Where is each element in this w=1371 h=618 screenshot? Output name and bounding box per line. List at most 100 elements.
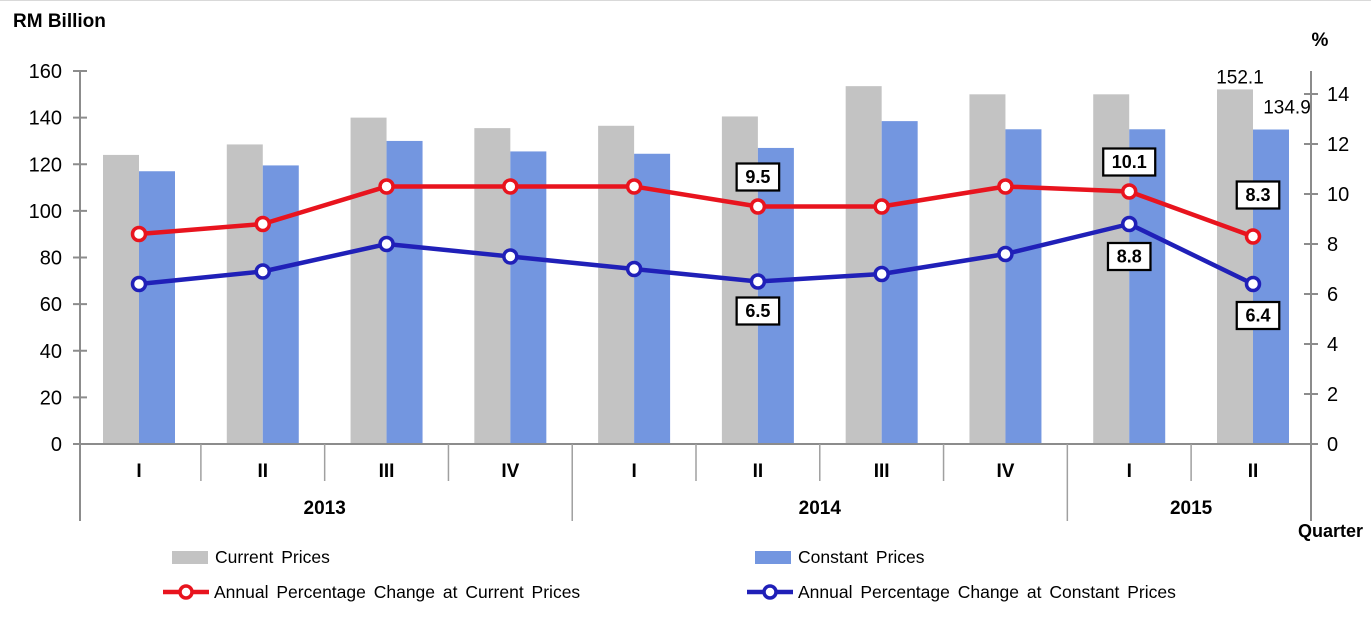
data-label-box bbox=[1235, 300, 1281, 331]
x-tick-label-year: 2013 bbox=[304, 498, 346, 519]
bar-value-label: 152.1 bbox=[1216, 67, 1264, 88]
bar-constant-prices bbox=[881, 121, 918, 444]
marker-annual-current bbox=[130, 225, 148, 243]
left-axis-tick-label: 80 bbox=[40, 248, 62, 270]
marker-annual-constant bbox=[254, 263, 272, 280]
marker-annual-current bbox=[254, 215, 272, 233]
marker-annual-current bbox=[997, 178, 1014, 195]
legend-marker-circle bbox=[762, 584, 778, 600]
x-tick-label-quarter: IV bbox=[501, 461, 519, 482]
legend-label-constant-prices: Constant Prices bbox=[798, 546, 925, 567]
bar-constant-prices bbox=[1005, 129, 1042, 444]
data-label-box bbox=[735, 162, 781, 192]
x-tick-label-quarter: III bbox=[874, 461, 890, 482]
data-label-box bbox=[735, 296, 781, 326]
legend-item-annual-pct-constant: Annual Percentage Change at Constant Pri… bbox=[747, 581, 1176, 603]
constant-prices-swatch bbox=[755, 550, 791, 564]
data-label: 8.8 bbox=[1117, 247, 1142, 267]
legend-marker-circle bbox=[178, 584, 194, 600]
bar-constant-prices bbox=[510, 151, 547, 444]
legend-label-annual-pct-constant: Annual Percentage Change at Constant Pri… bbox=[798, 581, 1176, 602]
legend-label-annual-pct-current: Annual Percentage Change at Current Pric… bbox=[214, 581, 581, 602]
bar-constant-prices bbox=[757, 147, 794, 444]
x-tick-label-quarter: II bbox=[753, 461, 764, 482]
legend-item-constant-prices: Constant Prices bbox=[755, 546, 925, 568]
marker-annual-constant bbox=[873, 265, 890, 283]
marker-annual-constant bbox=[378, 235, 395, 253]
x-tick-label-quarter: I bbox=[1127, 461, 1132, 482]
marker-annual-current bbox=[502, 178, 519, 195]
line-annual-constant bbox=[138, 221, 1254, 287]
marker-annual-current bbox=[749, 198, 767, 215]
bar-current-prices bbox=[350, 117, 387, 444]
marker-annual-constant bbox=[1244, 275, 1262, 293]
right-axis-tick-label: 2 bbox=[1327, 384, 1338, 406]
marker-annual-current bbox=[1244, 228, 1262, 245]
data-label: 8.3 bbox=[1245, 185, 1270, 205]
bar-current-prices bbox=[598, 125, 635, 445]
right-axis-tick-label: 0 bbox=[1327, 434, 1338, 456]
data-label: 10.1 bbox=[1112, 152, 1147, 172]
marker-annual-constant bbox=[997, 245, 1014, 263]
right-axis-tick-label: 12 bbox=[1327, 134, 1349, 156]
right-axis-tick-label: 8 bbox=[1327, 234, 1338, 256]
bar-constant-prices bbox=[634, 153, 671, 444]
data-label-box bbox=[1102, 147, 1157, 177]
bar-value-label: 134.9 bbox=[1263, 98, 1311, 119]
legend-item-annual-pct-current: Annual Percentage Change at Current Pric… bbox=[163, 581, 580, 603]
x-tick-label-quarter: I bbox=[136, 461, 141, 482]
data-label: 6.4 bbox=[1245, 306, 1270, 326]
right-axis-title: % bbox=[1311, 30, 1329, 51]
marker-annual-constant bbox=[1120, 215, 1138, 233]
data-label-box bbox=[1235, 180, 1281, 210]
left-axis-tick-label: 60 bbox=[40, 294, 62, 316]
left-axis-tick-label: 160 bbox=[29, 61, 62, 83]
x-axis-title: Quarter bbox=[1297, 521, 1363, 541]
legend-label-current-prices: Current Prices bbox=[215, 546, 330, 567]
x-tick-label-quarter: I bbox=[631, 461, 636, 482]
bar-current-prices bbox=[845, 86, 882, 444]
marker-annual-constant bbox=[625, 260, 643, 278]
right-axis-tick-label: 10 bbox=[1327, 184, 1349, 206]
data-label-box bbox=[1106, 241, 1152, 272]
marker-annual-constant bbox=[749, 273, 767, 290]
x-tick-label-quarter: II bbox=[257, 461, 268, 482]
marker-annual-constant bbox=[130, 275, 148, 293]
right-axis-tick-label: 14 bbox=[1327, 84, 1349, 106]
bar-constant-prices bbox=[139, 171, 175, 444]
legend-item-current-prices: Current Prices bbox=[172, 546, 330, 568]
x-tick-label-year: 2015 bbox=[1170, 498, 1213, 519]
x-tick-label-quarter: II bbox=[1248, 461, 1259, 482]
current-prices-swatch bbox=[172, 550, 208, 564]
bar-current-prices bbox=[1217, 89, 1253, 445]
data-label: 6.5 bbox=[745, 301, 770, 321]
bar-constant-prices bbox=[262, 165, 299, 444]
left-axis-tick-label: 120 bbox=[29, 154, 62, 176]
left-axis-tick-label: 100 bbox=[29, 201, 62, 223]
left-axis-tick-label: 20 bbox=[40, 387, 62, 409]
bar-current-prices bbox=[969, 94, 1006, 444]
bar-current-prices bbox=[226, 144, 263, 444]
left-axis-tick-label: 140 bbox=[29, 108, 62, 130]
marker-annual-current bbox=[378, 178, 395, 195]
right-axis-tick-label: 4 bbox=[1327, 334, 1338, 356]
left-axis-tick-label: 0 bbox=[51, 434, 62, 456]
bar-current-prices bbox=[103, 154, 139, 445]
left-axis-tick-label: 40 bbox=[40, 341, 62, 363]
red-line-legend-marker bbox=[163, 584, 209, 600]
right-axis-tick-label: 6 bbox=[1327, 284, 1338, 306]
bar-constant-prices bbox=[1129, 129, 1166, 444]
blue-line-legend-marker bbox=[747, 584, 793, 600]
x-tick-label-year: 2014 bbox=[799, 498, 842, 519]
bar-current-prices bbox=[474, 128, 511, 444]
x-tick-label-quarter: IV bbox=[996, 461, 1014, 482]
x-tick-label-quarter: III bbox=[379, 461, 395, 482]
marker-annual-constant bbox=[502, 248, 519, 265]
marker-annual-current bbox=[625, 178, 643, 195]
line-annual-current bbox=[138, 184, 1254, 239]
marker-annual-current bbox=[1120, 183, 1138, 200]
left-axis-title: RM Billion bbox=[13, 11, 106, 32]
marker-annual-current bbox=[873, 198, 890, 215]
